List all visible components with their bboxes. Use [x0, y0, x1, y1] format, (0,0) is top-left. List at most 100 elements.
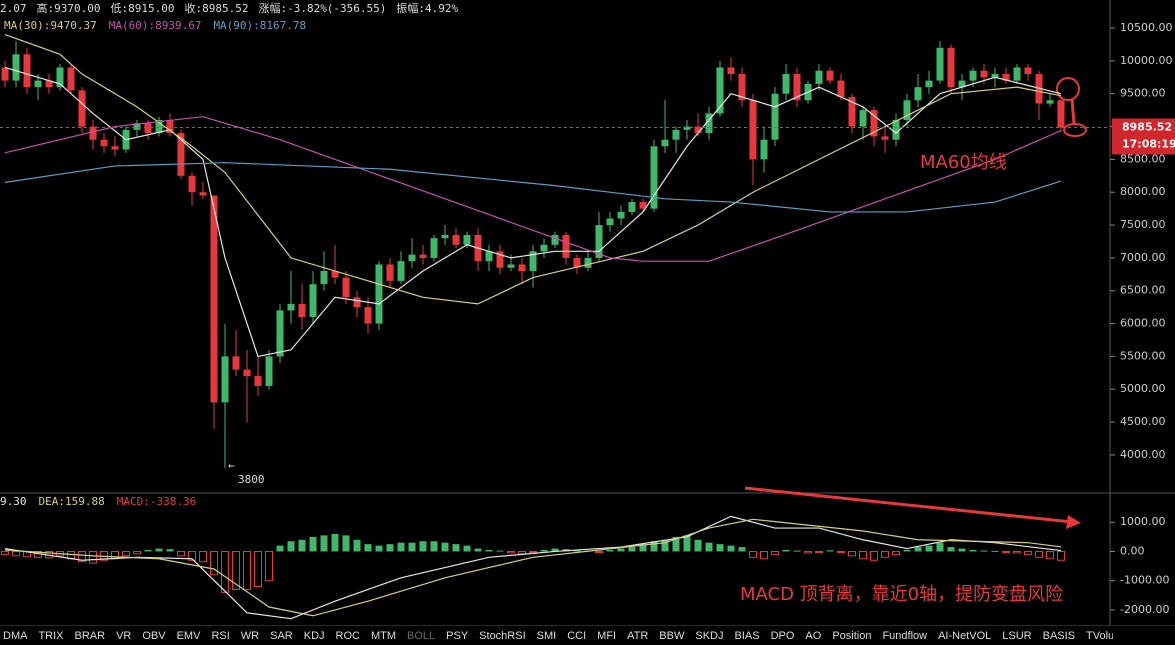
candle-body — [551, 234, 559, 245]
indicator-tab[interactable]: KDJ — [303, 629, 325, 642]
candle-body — [441, 234, 449, 239]
indicator-tab[interactable]: BBW — [659, 629, 685, 642]
indicator-tab[interactable]: DPO — [770, 629, 795, 642]
macd-bar — [683, 535, 691, 552]
macd-bar — [408, 542, 416, 552]
macd-bar — [122, 550, 130, 557]
macd-bar — [463, 545, 471, 552]
indicator-tab[interactable]: ATR — [627, 629, 649, 642]
macd-bar — [661, 539, 669, 552]
macd-bar — [793, 550, 801, 552]
macd-bar — [815, 550, 823, 553]
macd-bar — [716, 544, 724, 552]
ma-label: MA(30):9470.37 — [4, 19, 97, 32]
indicator-tab[interactable]: AI-NetVOL — [938, 629, 992, 642]
macd-bar — [551, 548, 559, 552]
indicator-tab[interactable]: AO — [805, 629, 822, 642]
macd-bar — [826, 550, 834, 552]
candle-body — [1, 67, 9, 81]
y-tick-label: -1000.00 — [1120, 574, 1169, 587]
candle-body — [617, 211, 625, 219]
candle-body — [936, 47, 944, 81]
macd-bar — [89, 550, 97, 564]
candle-body — [144, 123, 152, 134]
candle-body — [23, 54, 31, 88]
candle-body — [177, 133, 185, 176]
candle-body — [793, 74, 801, 101]
y-tick-label: 8500.00 — [1120, 152, 1166, 165]
price-badge — [1112, 118, 1175, 155]
candle-body — [397, 261, 405, 281]
indicator-tab[interactable]: BOLL — [407, 629, 436, 642]
macd-bar — [331, 533, 339, 552]
candle-body — [243, 369, 251, 377]
annotation-line — [1070, 98, 1076, 125]
y-tick-label: 4500.00 — [1120, 415, 1166, 428]
indicator-tab[interactable]: PSY — [446, 629, 469, 642]
macd-bar — [177, 550, 185, 557]
indicator-tab[interactable]: WR — [240, 629, 260, 642]
indicator-tab[interactable]: VR — [116, 629, 132, 642]
macd-bar — [991, 550, 999, 552]
indicator-tab[interactable]: OBV — [142, 629, 166, 642]
indicator-tab[interactable]: ROC — [335, 629, 360, 642]
candle-body — [364, 307, 372, 324]
low-arrow: ← — [228, 459, 235, 472]
indicator-tab[interactable]: RSI — [211, 629, 230, 642]
macd-bar — [837, 550, 845, 553]
macd-bar — [210, 550, 218, 576]
candle-body — [1024, 67, 1032, 75]
indicator-tab[interactable]: MTM — [370, 629, 397, 642]
candle-body — [430, 238, 438, 258]
indicator-tab[interactable]: DMA — [3, 629, 28, 642]
candle-body — [188, 175, 196, 193]
macd-bar — [727, 545, 735, 552]
highlight-circle — [1056, 77, 1080, 101]
ma-label: MA(90):8167.78 — [213, 19, 306, 32]
macd-bar — [595, 550, 603, 553]
y-tick-label: 10000.00 — [1120, 54, 1173, 67]
indicator-tab[interactable]: Position — [832, 629, 872, 642]
indicator-tab[interactable]: TVolume — [1086, 629, 1113, 642]
candle-body — [45, 80, 53, 88]
candle-body — [749, 100, 757, 160]
indicator-tab[interactable]: SAR — [270, 629, 293, 642]
indicator-tab[interactable]: CCI — [567, 629, 587, 642]
indicator-tab[interactable]: BRAR — [74, 629, 106, 642]
indicator-tab[interactable]: BASIS — [1042, 629, 1076, 642]
macd-bar — [705, 542, 713, 552]
macd-bar — [628, 547, 636, 552]
indicator-line — [4, 34, 1062, 305]
annotation: MA60均线 — [920, 152, 1007, 173]
macd-bar — [485, 550, 493, 552]
indicator-tab[interactable]: EMV — [176, 629, 201, 642]
candle-body — [980, 70, 988, 78]
macd-bar — [694, 539, 702, 552]
indicator-tab[interactable]: SKDJ — [695, 629, 724, 642]
candle-body — [859, 110, 867, 127]
macd-bar — [386, 544, 394, 552]
macd-bar — [573, 550, 581, 552]
macd-bar — [936, 542, 944, 552]
candle-body — [815, 70, 823, 84]
macd-bar — [133, 550, 141, 555]
candle-body — [584, 257, 592, 268]
indicator-line — [4, 116, 1062, 262]
indicator-tab[interactable]: TRIX — [38, 629, 64, 642]
y-tick-label: 7500.00 — [1120, 218, 1166, 231]
indicator-tab[interactable]: SMI — [536, 629, 557, 642]
candle-body — [507, 264, 515, 268]
macd-bar — [870, 550, 878, 561]
candle-body — [386, 264, 394, 281]
macd-bar — [1046, 550, 1054, 560]
indicator-tab[interactable]: StochRSI — [479, 629, 526, 642]
macd-bar — [848, 550, 856, 557]
indicator-tab[interactable]: LSUR — [1002, 629, 1032, 642]
macd-bar — [969, 550, 977, 552]
indicator-tab[interactable]: Fundflow — [882, 629, 928, 642]
candle-body — [716, 67, 724, 114]
info-text: 振幅:4.92% — [396, 1, 458, 15]
indicator-tab[interactable]: MFI — [597, 629, 617, 642]
indicator-tab[interactable]: BIAS — [734, 629, 760, 642]
candle-body — [133, 123, 141, 130]
